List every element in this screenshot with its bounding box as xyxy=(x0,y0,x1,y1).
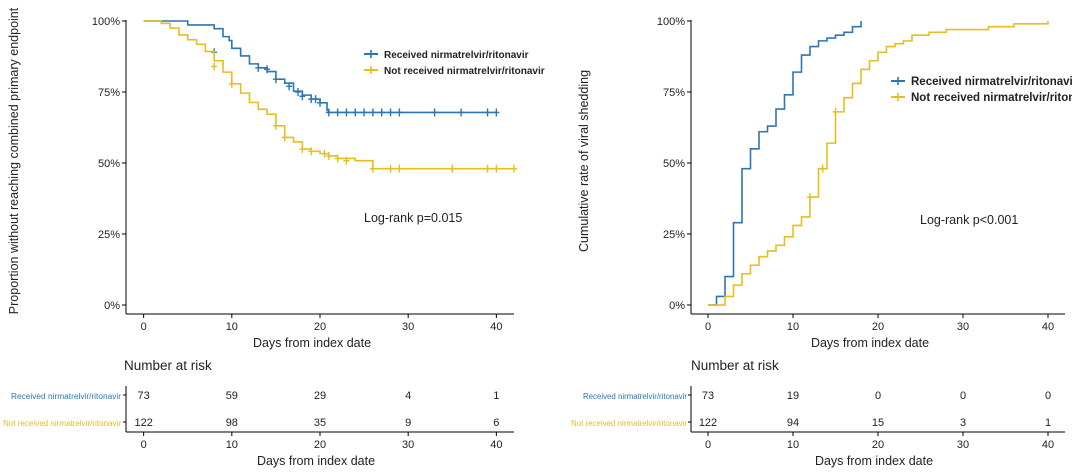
risk-cell: 1 xyxy=(493,390,499,402)
x-axis-label: Days from index date xyxy=(811,336,929,350)
x-tick-label: 40 xyxy=(490,321,502,333)
legend-label: Received nirmatrelvir/ritonavir xyxy=(384,50,529,61)
y-axis-label: Cumulative rate of viral shedding xyxy=(577,70,591,252)
risk-cell: 3 xyxy=(960,417,966,429)
risk-row-label: Not received nirmatrelvir/ritonavir xyxy=(571,418,687,428)
log-rank-annotation: Log-rank p<0.001 xyxy=(920,213,1018,227)
y-tick-label: 100% xyxy=(92,16,120,28)
y-tick-label: 25% xyxy=(98,229,120,241)
risk-cell: 122 xyxy=(699,417,717,429)
risk-cell: 1 xyxy=(1045,417,1051,429)
risk-cell: 9 xyxy=(405,417,411,429)
x-tick-label: 20 xyxy=(872,321,884,333)
risk-cell: 73 xyxy=(702,390,714,402)
risk-cell: 0 xyxy=(960,390,966,402)
risk-x-tick-label: 40 xyxy=(1042,439,1054,451)
x-tick-label: 0 xyxy=(141,321,147,333)
risk-cell: 59 xyxy=(226,390,238,402)
risk-x-tick-label: 10 xyxy=(226,439,238,451)
risk-x-tick-label: 0 xyxy=(705,439,711,451)
y-axis-label: Proportion without reaching combined pri… xyxy=(7,7,21,314)
y-tick-label: 50% xyxy=(663,158,685,170)
risk-cell: 0 xyxy=(1045,390,1051,402)
risk-x-tick-label: 10 xyxy=(787,439,799,451)
x-axis-label: Days from index date xyxy=(253,336,371,350)
x-tick-label: 30 xyxy=(402,321,414,333)
risk-row-label: Received nirmatrelvir/ritonavir xyxy=(583,391,687,401)
risk-cell: 6 xyxy=(493,417,499,429)
legend-label: Not received nirmatrelvir/ritonavir xyxy=(911,92,1072,104)
risk-x-tick-label: 30 xyxy=(957,439,969,451)
y-tick-label: 0% xyxy=(104,300,120,312)
y-tick-label: 75% xyxy=(98,87,120,99)
x-tick-label: 20 xyxy=(314,321,326,333)
risk-x-tick-label: 20 xyxy=(314,439,326,451)
risk-cell: 73 xyxy=(138,390,150,402)
risk-cell: 4 xyxy=(405,390,411,402)
risk-row-label: Not received nirmatrelvir/ritonavir xyxy=(3,418,121,428)
risk-cell: 29 xyxy=(314,390,326,402)
y-tick-label: 50% xyxy=(98,158,120,170)
legend-label: Not received nirmatrelvir/ritonavir xyxy=(384,66,545,77)
risk-table: Number at risk Received nirmatrelvir/rito… xyxy=(571,358,1065,468)
risk-x-tick-label: 30 xyxy=(402,439,414,451)
series-line-received xyxy=(708,21,862,306)
risk-cell: 35 xyxy=(314,417,326,429)
risk-cell: 94 xyxy=(787,417,799,429)
risk-cell: 122 xyxy=(134,417,152,429)
y-tick-label: 25% xyxy=(663,229,685,241)
risk-table: Number at risk Received nirmatrelvir/rito… xyxy=(3,358,514,468)
series-line-not-received xyxy=(143,20,514,170)
log-rank-annotation: Log-rank p=0.015 xyxy=(364,211,462,225)
risk-cell: 0 xyxy=(875,390,881,402)
risk-x-tick-label: 20 xyxy=(872,439,884,451)
risk-table-title: Number at risk xyxy=(124,358,212,373)
y-tick-label: 75% xyxy=(663,87,685,99)
risk-x-axis-label: Days from index date xyxy=(257,454,375,468)
risk-cell: 98 xyxy=(226,417,238,429)
legend-label: Received nirmatrelvir/ritonavir xyxy=(911,76,1072,88)
series-line-not-received xyxy=(708,21,1049,306)
x-tick-label: 10 xyxy=(787,321,799,333)
risk-row-label: Received nirmatrelvir/ritonavir xyxy=(11,391,121,401)
x-tick-label: 10 xyxy=(226,321,238,333)
risk-cell: 19 xyxy=(787,390,799,402)
y-tick-label: 100% xyxy=(657,16,685,28)
x-tick-label: 0 xyxy=(705,321,711,333)
risk-x-tick-label: 0 xyxy=(141,439,147,451)
risk-cell: 15 xyxy=(872,417,884,429)
risk-table-title: Number at risk xyxy=(691,358,779,373)
risk-x-tick-label: 40 xyxy=(490,439,502,451)
risk-x-axis-label: Days from index date xyxy=(815,454,933,468)
x-tick-label: 30 xyxy=(957,321,969,333)
y-tick-label: 0% xyxy=(669,300,685,312)
x-tick-label: 40 xyxy=(1042,321,1054,333)
